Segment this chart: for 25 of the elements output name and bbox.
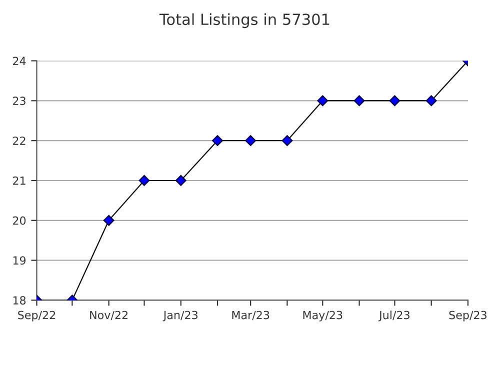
y-tick-label: 20 bbox=[13, 216, 26, 225]
x-tick-label: Jul/23 bbox=[378, 310, 410, 322]
y-tick-label: 23 bbox=[13, 96, 26, 106]
y-tick-label: 19 bbox=[13, 256, 26, 265]
x-tick-label: May/23 bbox=[303, 310, 342, 322]
y-tick-label: 21 bbox=[13, 176, 26, 185]
point bbox=[212, 135, 223, 146]
point bbox=[389, 95, 400, 106]
x-tick-label: Jan/23 bbox=[162, 310, 198, 322]
chart-title: Total Listings in 57301 bbox=[159, 13, 330, 28]
point bbox=[426, 95, 437, 106]
point bbox=[354, 95, 365, 106]
point bbox=[103, 214, 114, 226]
point bbox=[245, 135, 256, 146]
x-tick-label: Sep/22 bbox=[18, 310, 56, 322]
x-tick-label: Sep/23 bbox=[449, 310, 486, 322]
y-tick-label: 22 bbox=[13, 136, 26, 145]
x-tick-label: Mar/23 bbox=[232, 310, 270, 320]
y-tick-label: 18 bbox=[13, 296, 26, 305]
point bbox=[138, 175, 150, 186]
y-tick-label: 24 bbox=[13, 56, 26, 66]
point bbox=[282, 135, 293, 146]
point bbox=[175, 175, 186, 186]
point bbox=[317, 95, 328, 106]
x-tick-label: Nov/22 bbox=[90, 310, 128, 320]
